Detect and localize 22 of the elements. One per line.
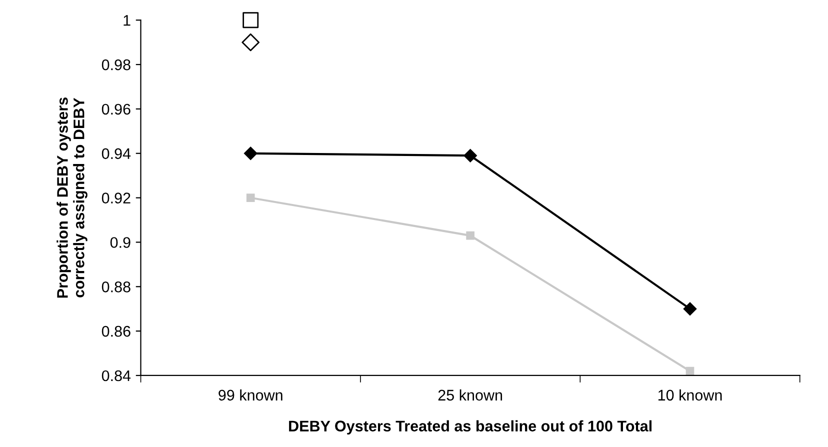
y-axis-title: Proportion of DEBY oysters correctly assigned to DEBY bbox=[56, 98, 88, 298]
x-tick-label: 25 known bbox=[438, 389, 502, 401]
y-tick-label: 0.92 bbox=[102, 192, 130, 204]
point bbox=[246, 194, 255, 202]
point bbox=[244, 146, 258, 160]
y-tick-label: 0.88 bbox=[102, 282, 130, 292]
point bbox=[683, 302, 697, 316]
point bbox=[464, 149, 477, 162]
x-axis-title: DEBY Oysters Treated as baseline out of 100 Total bbox=[289, 420, 652, 435]
x-tick-label: 99 known bbox=[218, 389, 282, 401]
point bbox=[466, 231, 474, 240]
point bbox=[686, 366, 694, 376]
point bbox=[242, 33, 260, 52]
y-tick-label: 0.86 bbox=[102, 326, 130, 337]
y-tick-label: 0.96 bbox=[102, 104, 130, 115]
y-tick-label: 0.9 bbox=[110, 237, 130, 248]
y-tick-label: 0.94 bbox=[102, 148, 131, 160]
y-tick-label: 0.98 bbox=[102, 59, 130, 70]
y-tick-label: 1 bbox=[124, 15, 130, 26]
x-tick-label: 10 known bbox=[658, 389, 722, 401]
point bbox=[242, 12, 259, 28]
y-tick-label: 0.84 bbox=[102, 370, 131, 382]
